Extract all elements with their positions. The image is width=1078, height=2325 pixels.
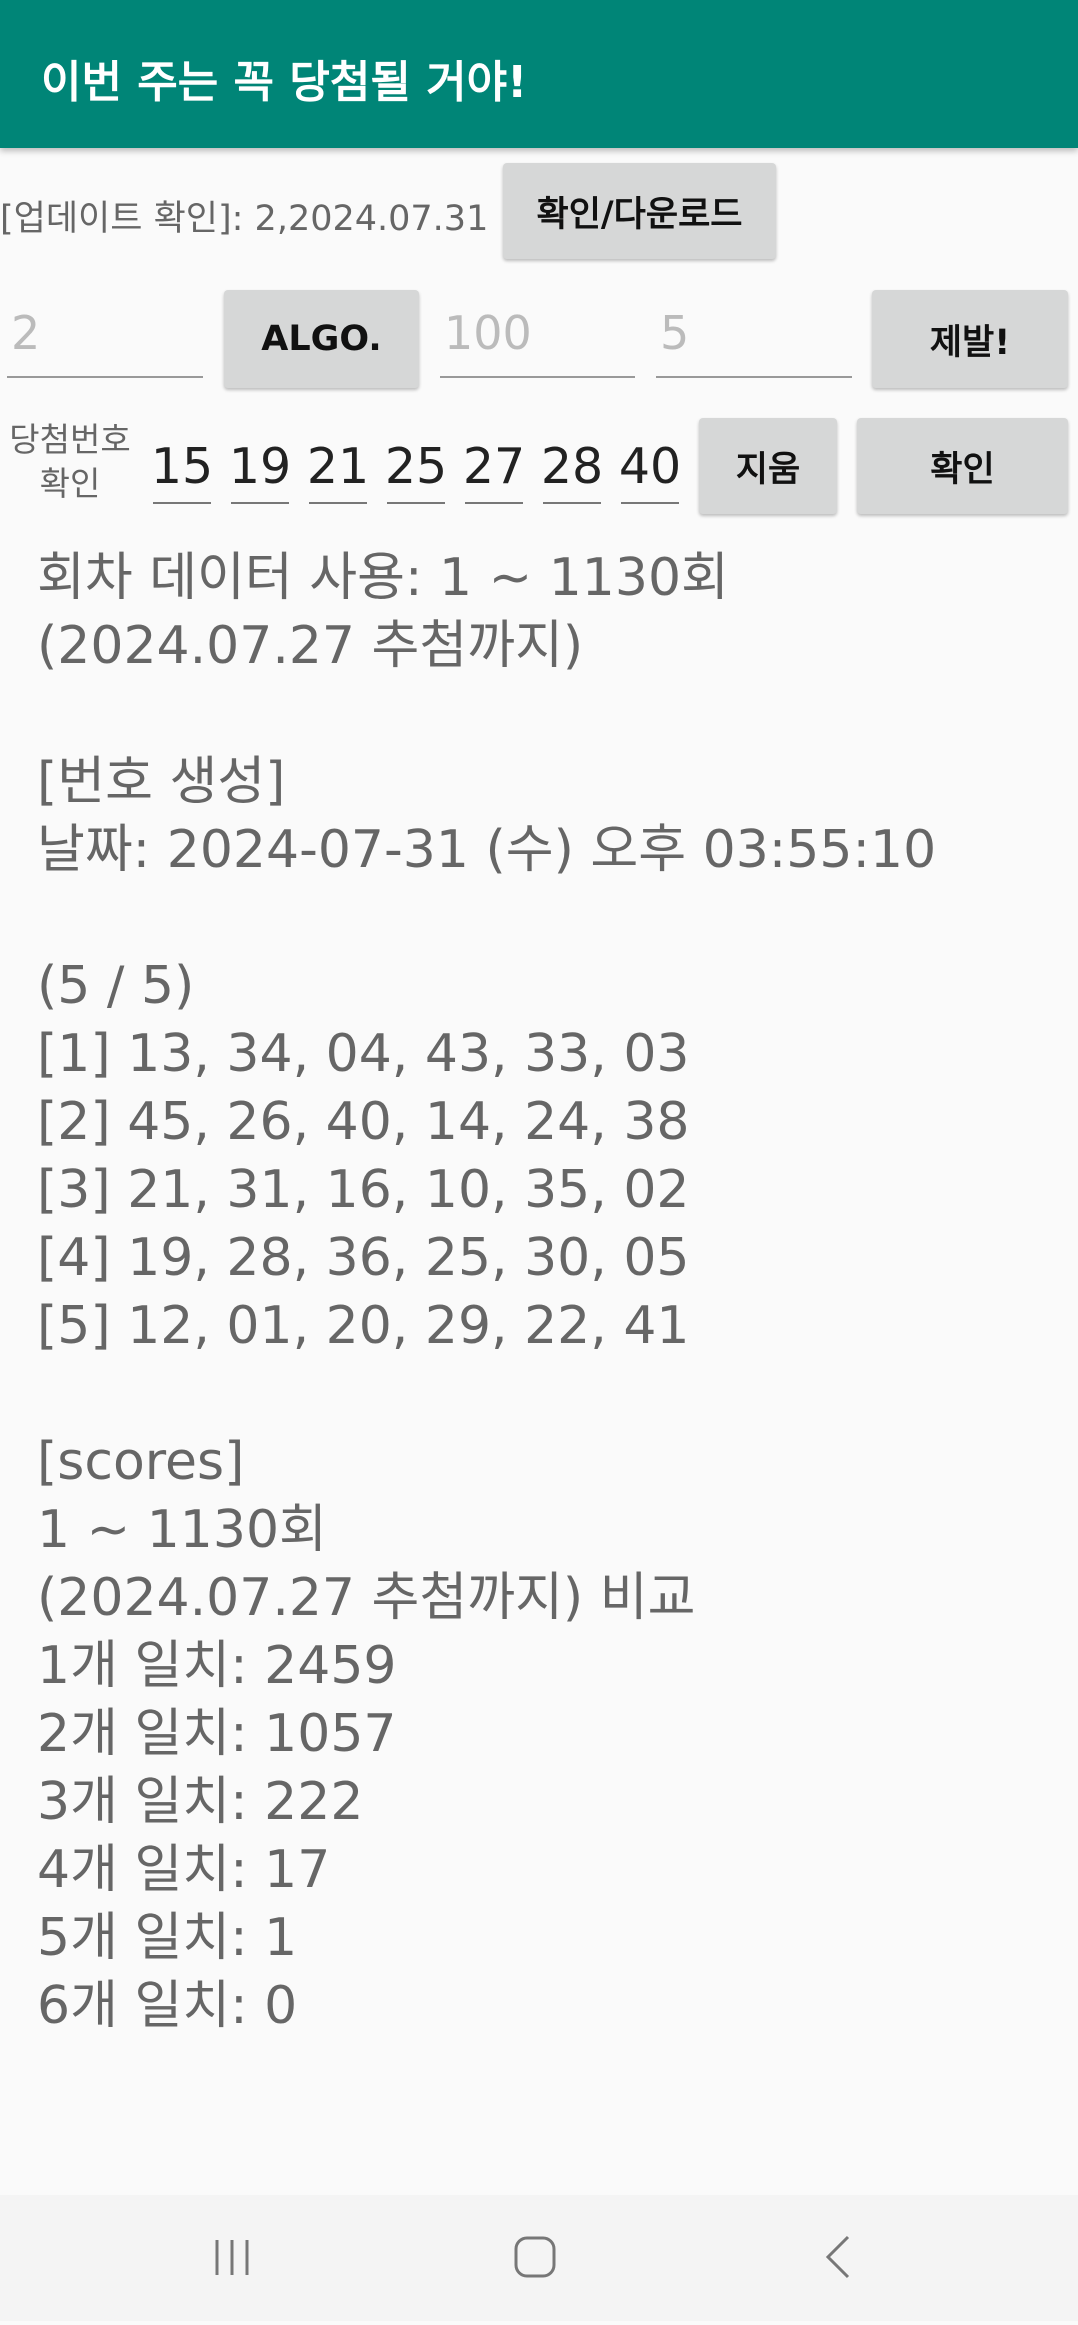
input-field[interactable]: 2: [7, 290, 203, 378]
text-line: (5 / 5): [37, 956, 195, 1016]
text-line: [2] 45, 26, 40, 14, 24, 38: [37, 1092, 690, 1152]
text-block: [scores] 1 ~ 1130회 (2024.07.27 추첨까지) 비교 1개 …: [37, 1428, 936, 2040]
text-line: 1 ~ 1130회: [37, 1500, 327, 1560]
text-line: 2개 일치: 1057: [37, 1704, 397, 1764]
text-line: [1] 13, 34, 04, 43, 33, 03: [37, 1024, 690, 1084]
text-line: 6개 일치: 0: [37, 1976, 298, 2036]
text-line: 3개 일치: 222: [37, 1772, 364, 1832]
text-line: [5] 12, 01, 20, 29, 22, 41: [37, 1296, 690, 1356]
label-line: 확인: [39, 464, 101, 503]
go-button[interactable]: 제발!: [872, 290, 1068, 388]
algo-button[interactable]: ALGO.: [224, 290, 419, 388]
text-line: [4] 19, 28, 36, 25, 30, 05: [37, 1228, 690, 1288]
winning-label: 당첨번호 확인: [0, 418, 140, 506]
text-block: [번호 생성] 날짜: 2024-07-31 (수) 오후 03:55:10: [37, 748, 936, 884]
number-field[interactable]: 25: [385, 430, 447, 504]
text-line: [scores]: [37, 1432, 245, 1492]
text-line: 4개 일치: 17: [37, 1840, 331, 1900]
label-line: 당첨번호: [9, 420, 131, 459]
number-field[interactable]: 21: [307, 430, 369, 504]
text-line: 5개 일치: 1: [37, 1908, 298, 1968]
text-line: 회차 데이터 사용: 1 ~ 1130회: [37, 548, 729, 608]
check-button[interactable]: 확인: [857, 418, 1068, 514]
number-field[interactable]: 19: [229, 430, 291, 504]
text-block: (5 / 5) [1] 13, 34, 04, 43, 33, 03 [2] 45,…: [37, 952, 936, 1360]
update-label: [업데이트 확인]: 2,2024.07.31: [0, 199, 489, 239]
text-block: 회차 데이터 사용: 1 ~ 1130회 (2024.07.27 추첨까지): [37, 544, 936, 680]
text-line: (2024.07.27 추첨까지): [37, 616, 584, 676]
output-text: 회차 데이터 사용: 1 ~ 1130회 (2024.07.27 추첨까지) [번호…: [37, 544, 936, 2108]
text-line: [3] 21, 31, 16, 10, 35, 02: [37, 1160, 690, 1220]
number-field[interactable]: 40: [619, 430, 681, 504]
app-title: 이번 주는 꼭 당첨될 거야!: [41, 57, 528, 108]
text-line: [번호 생성]: [37, 752, 286, 812]
input-field[interactable]: 5: [656, 290, 852, 378]
clear-button[interactable]: 지움: [699, 418, 837, 514]
download-button[interactable]: 확인/다운로드: [503, 163, 776, 259]
text-line: 1개 일치: 2459: [37, 1636, 397, 1696]
text-line: (2024.07.27 추첨까지) 비교: [37, 1568, 696, 1628]
number-field[interactable]: 28: [541, 430, 603, 504]
text-line: 날짜: 2024-07-31 (수) 오후 03:55:10: [37, 820, 937, 880]
nav-icons: [215, 2235, 850, 2279]
nav-bar: [0, 2195, 1078, 2321]
app-bar: 이번 주는 꼭 당첨될 거야!: [0, 0, 1078, 148]
number-field[interactable]: 27: [463, 430, 525, 504]
number-field[interactable]: 15: [151, 430, 213, 504]
input-field[interactable]: 100: [440, 290, 635, 378]
